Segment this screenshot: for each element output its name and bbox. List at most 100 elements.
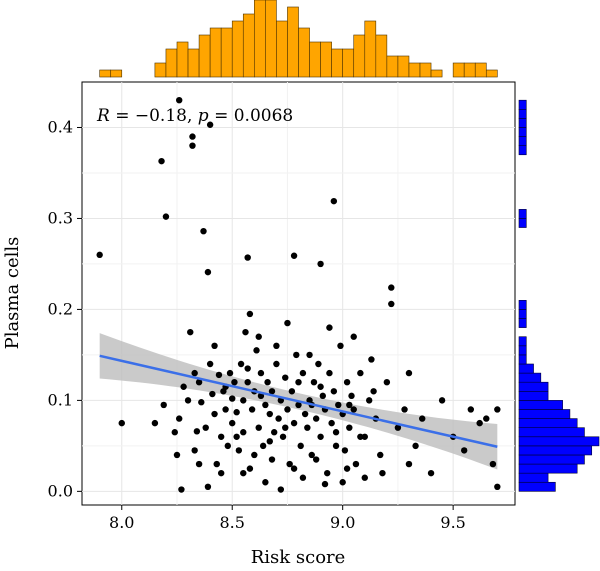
- data-point: [264, 378, 271, 386]
- data-point: [222, 406, 229, 413]
- data-point: [348, 392, 355, 400]
- data-point: [467, 406, 475, 413]
- top-histogram: [99, 0, 498, 78]
- correlation-annotation: R = −0.18, p = 0.0068: [96, 106, 293, 126]
- data-point: [266, 410, 273, 418]
- data-point: [299, 369, 307, 377]
- data-point: [244, 378, 251, 386]
- data-point: [297, 442, 304, 450]
- data-point: [326, 369, 333, 377]
- data-point: [290, 419, 298, 427]
- right-histogram-bar: [518, 409, 571, 419]
- data-point: [383, 378, 391, 386]
- data-point: [270, 429, 278, 436]
- data-point: [335, 401, 342, 409]
- regression-line: [99, 354, 498, 448]
- data-point: [211, 342, 218, 350]
- data-point: [282, 424, 289, 431]
- data-point: [180, 383, 187, 390]
- data-point: [171, 429, 178, 436]
- top-histogram-bar: [231, 20, 244, 78]
- top-histogram-bar: [485, 69, 498, 78]
- data-point: [332, 442, 340, 450]
- data-point: [184, 397, 192, 404]
- right-histogram-bar: [518, 418, 578, 428]
- data-point: [343, 465, 351, 472]
- data-point: [299, 474, 307, 481]
- top-histogram-bar: [474, 62, 487, 78]
- data-point: [284, 406, 291, 413]
- top-histogram-bar: [298, 27, 310, 78]
- data-point: [330, 388, 338, 395]
- data-point: [357, 433, 364, 440]
- x-tick-label: 9.0: [330, 513, 355, 532]
- top-histogram-bar: [254, 0, 266, 78]
- data-point: [279, 433, 287, 440]
- right-histogram-bar: [518, 436, 600, 447]
- top-histogram-bar: [463, 62, 476, 78]
- data-point: [388, 300, 395, 308]
- p-value: = 0.0068: [214, 106, 293, 126]
- x-axis-title: Risk score: [251, 547, 346, 568]
- right-histogram-bar: [518, 136, 527, 146]
- data-point: [255, 333, 262, 340]
- data-point: [191, 369, 198, 377]
- r-value: = −0.18,: [115, 106, 192, 126]
- data-point: [332, 429, 340, 436]
- data-point: [195, 378, 203, 386]
- right-histogram-bar: [518, 127, 527, 137]
- data-point: [213, 460, 220, 468]
- data-point: [266, 438, 273, 445]
- data-point: [350, 406, 357, 413]
- data-point: [337, 342, 344, 350]
- top-histogram-bar: [331, 48, 343, 78]
- right-histogram-bar: [518, 390, 549, 401]
- data-point: [176, 415, 183, 422]
- data-point: [204, 268, 212, 276]
- top-histogram-bar: [397, 55, 410, 78]
- data-point: [308, 451, 315, 459]
- data-point: [198, 399, 205, 406]
- right-histogram-bar: [518, 145, 527, 156]
- data-point: [361, 433, 368, 440]
- data-point: [251, 451, 258, 459]
- right-histogram-bar: [518, 427, 585, 438]
- data-point: [489, 460, 497, 468]
- data-point: [215, 371, 223, 379]
- data-point: [361, 474, 368, 481]
- data-point: [229, 419, 236, 427]
- data-point: [317, 383, 324, 390]
- data-point: [189, 133, 196, 140]
- data-point: [427, 469, 435, 477]
- data-point: [352, 460, 360, 468]
- x-tick-label: 8.5: [219, 513, 244, 532]
- data-point: [494, 406, 501, 413]
- data-point: [231, 378, 238, 386]
- data-point: [178, 486, 185, 493]
- data-point: [259, 442, 267, 450]
- data-point: [268, 388, 276, 395]
- data-point: [255, 424, 262, 431]
- top-histogram-bar: [320, 41, 332, 78]
- y-axis-title: Plasma cells: [2, 237, 23, 350]
- data-point: [262, 479, 269, 486]
- data-point: [304, 424, 311, 431]
- right-histogram-bar: [518, 345, 527, 356]
- p-symbol: p: [198, 106, 209, 126]
- data-point: [240, 469, 247, 477]
- data-point: [200, 227, 207, 235]
- top-histogram-bar: [419, 62, 432, 78]
- data-point: [312, 415, 320, 422]
- data-point: [206, 121, 214, 128]
- data-point: [282, 374, 289, 381]
- data-point: [343, 378, 351, 386]
- top-histogram-bar: [110, 69, 123, 78]
- data-point: [96, 251, 103, 259]
- data-point: [160, 401, 167, 409]
- right-histogram-bar: [518, 472, 549, 483]
- top-histogram-bar: [452, 62, 465, 78]
- data-point: [118, 419, 125, 427]
- data-point: [419, 415, 426, 422]
- right-histogram-bar: [518, 481, 556, 492]
- x-tick-label: 9.5: [440, 513, 465, 532]
